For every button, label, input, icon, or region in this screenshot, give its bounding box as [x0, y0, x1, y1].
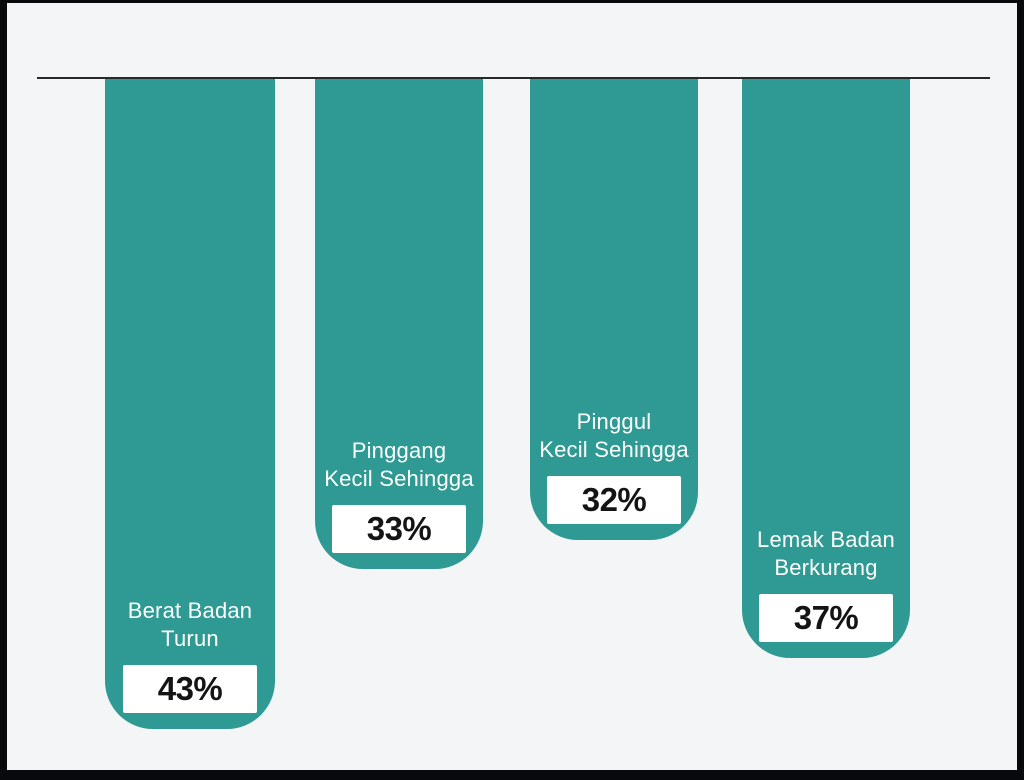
bar-label-line2: Turun — [161, 626, 219, 651]
bar-label-line2: Berkurang — [774, 555, 878, 580]
bar-label-line1: Pinggul — [576, 409, 652, 434]
value-label: 43% — [157, 670, 223, 707]
slide-content-area: Berat Badan Turun 43% Pinggang Kecil Seh… — [7, 3, 1017, 770]
bar-label-line2: Kecil Sehingga — [324, 466, 474, 491]
bar-label: Lemak Badan Berkurang — [757, 526, 895, 582]
bar-label-line1: Berat Badan — [127, 598, 253, 623]
value-box: 37% — [759, 594, 893, 642]
value-label: 37% — [793, 599, 859, 636]
value-box: 32% — [547, 476, 681, 524]
chart-baseline — [37, 77, 990, 79]
bar-pinggang-kecil: Pinggang Kecil Sehingga 33% — [315, 79, 483, 569]
bar-label: Pinggang Kecil Sehingga — [324, 437, 474, 493]
bar-label-line2: Kecil Sehingga — [539, 437, 689, 462]
bar-label-line1: Lemak Badan — [757, 527, 895, 552]
bar-label-line1: Pinggang — [351, 438, 447, 463]
bar-lemak-badan-berkurang: Lemak Badan Berkurang 37% — [742, 79, 910, 658]
value-box: 33% — [332, 505, 466, 553]
bar-label: Pinggul Kecil Sehingga — [539, 408, 689, 464]
bar-chart: Berat Badan Turun 43% Pinggang Kecil Seh… — [7, 3, 1017, 770]
bar-pinggul-kecil: Pinggul Kecil Sehingga 32% — [530, 79, 698, 540]
bar-label: Berat Badan Turun — [128, 597, 253, 653]
bar-berat-badan-turun: Berat Badan Turun 43% — [105, 79, 275, 729]
value-label: 32% — [581, 481, 647, 518]
value-box: 43% — [123, 665, 257, 713]
value-label: 33% — [366, 510, 432, 547]
